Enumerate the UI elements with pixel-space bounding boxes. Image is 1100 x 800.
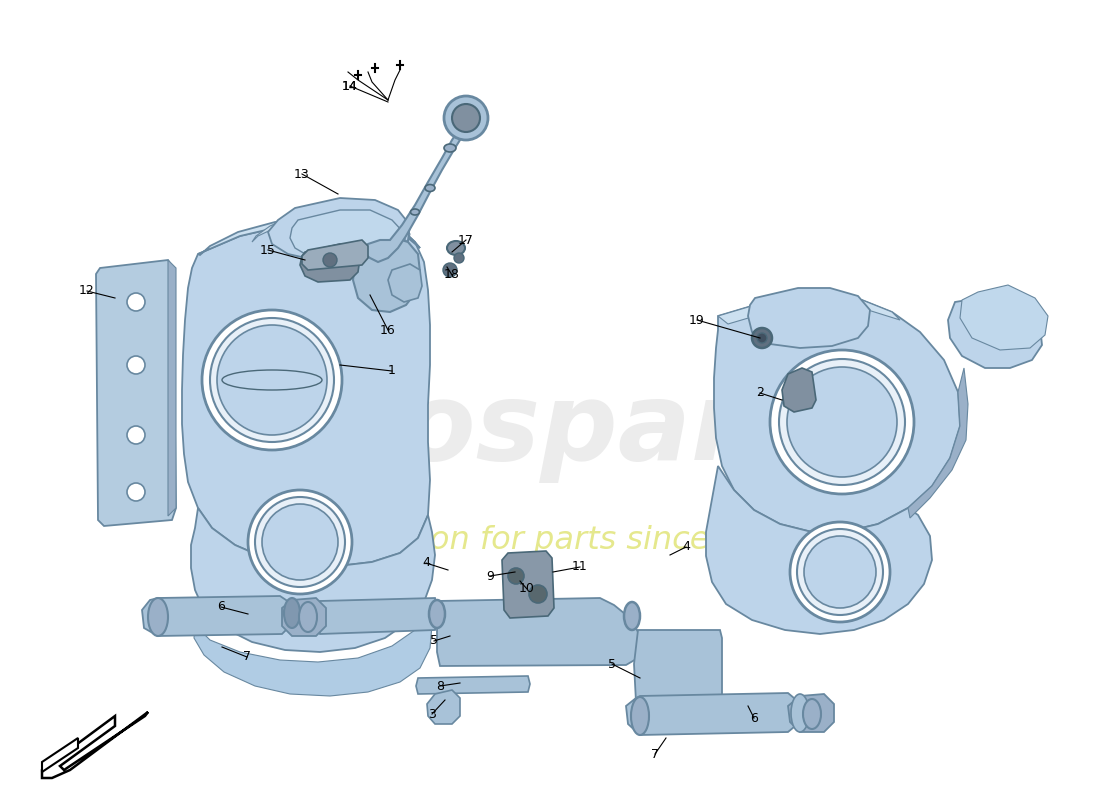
Text: a passion for parts since 1985: a passion for parts since 1985	[318, 525, 802, 555]
Circle shape	[262, 504, 338, 580]
Polygon shape	[42, 738, 78, 772]
Ellipse shape	[429, 600, 446, 628]
Polygon shape	[388, 264, 422, 302]
Polygon shape	[706, 466, 932, 634]
Polygon shape	[416, 676, 530, 694]
Polygon shape	[502, 551, 554, 618]
Text: 14: 14	[342, 79, 358, 93]
Polygon shape	[302, 240, 368, 270]
Text: 5: 5	[430, 634, 438, 647]
Circle shape	[202, 310, 342, 450]
Ellipse shape	[791, 694, 808, 732]
Ellipse shape	[624, 602, 640, 630]
Polygon shape	[182, 218, 430, 566]
Circle shape	[454, 253, 464, 263]
Polygon shape	[714, 296, 960, 532]
Polygon shape	[353, 238, 420, 312]
Text: 7: 7	[651, 747, 659, 761]
Circle shape	[779, 359, 905, 485]
Polygon shape	[718, 296, 900, 324]
Circle shape	[804, 536, 876, 608]
Ellipse shape	[803, 699, 821, 729]
Polygon shape	[282, 598, 326, 636]
Text: 16: 16	[381, 323, 396, 337]
Ellipse shape	[425, 185, 435, 191]
Circle shape	[217, 325, 327, 435]
Polygon shape	[748, 288, 870, 348]
Polygon shape	[960, 285, 1048, 350]
Circle shape	[126, 426, 145, 444]
Polygon shape	[427, 690, 460, 724]
Ellipse shape	[447, 241, 465, 255]
Text: 6: 6	[217, 601, 224, 614]
Circle shape	[770, 350, 914, 494]
Polygon shape	[191, 508, 434, 652]
Circle shape	[126, 483, 145, 501]
Text: 17: 17	[458, 234, 474, 246]
Circle shape	[508, 568, 524, 584]
Text: 5: 5	[608, 658, 616, 670]
Text: 8: 8	[436, 679, 444, 693]
Circle shape	[255, 497, 345, 587]
Polygon shape	[198, 218, 420, 255]
Polygon shape	[362, 118, 472, 262]
Circle shape	[444, 96, 488, 140]
Polygon shape	[948, 296, 1042, 368]
Ellipse shape	[284, 598, 300, 628]
Polygon shape	[290, 210, 405, 260]
Ellipse shape	[148, 598, 168, 636]
Polygon shape	[300, 244, 360, 282]
Circle shape	[757, 333, 767, 343]
Polygon shape	[908, 368, 968, 518]
Text: 2: 2	[756, 386, 763, 399]
Text: 1: 1	[388, 365, 396, 378]
Circle shape	[126, 356, 145, 374]
Text: 12: 12	[79, 285, 95, 298]
Text: 6: 6	[750, 711, 758, 725]
Polygon shape	[634, 630, 722, 712]
Polygon shape	[782, 368, 816, 412]
Text: 18: 18	[444, 269, 460, 282]
Polygon shape	[142, 596, 294, 636]
Polygon shape	[168, 260, 176, 516]
Circle shape	[323, 253, 337, 267]
Circle shape	[529, 585, 547, 603]
Text: 4: 4	[682, 541, 690, 554]
Circle shape	[752, 328, 772, 348]
Ellipse shape	[444, 144, 456, 152]
Circle shape	[210, 318, 334, 442]
Ellipse shape	[631, 697, 649, 735]
Text: 11: 11	[572, 561, 587, 574]
Circle shape	[452, 104, 480, 132]
Polygon shape	[268, 198, 410, 260]
Text: 14: 14	[342, 79, 358, 93]
Text: eurospares: eurospares	[197, 377, 882, 483]
Text: 4: 4	[422, 557, 430, 570]
Text: 10: 10	[519, 582, 535, 595]
Circle shape	[126, 293, 145, 311]
Text: 3: 3	[428, 707, 436, 721]
Circle shape	[786, 367, 896, 477]
Ellipse shape	[299, 602, 317, 632]
Circle shape	[248, 490, 352, 594]
Circle shape	[790, 522, 890, 622]
Text: 7: 7	[243, 650, 251, 663]
Text: 9: 9	[486, 570, 494, 582]
Polygon shape	[316, 598, 438, 634]
Polygon shape	[194, 615, 432, 696]
Text: 15: 15	[260, 243, 276, 257]
Polygon shape	[42, 712, 148, 778]
Polygon shape	[626, 693, 800, 735]
Circle shape	[443, 263, 456, 277]
Polygon shape	[96, 260, 176, 526]
Polygon shape	[437, 598, 640, 666]
Polygon shape	[788, 694, 834, 732]
Circle shape	[798, 529, 883, 615]
Text: 13: 13	[294, 167, 310, 181]
Text: 19: 19	[689, 314, 705, 326]
Polygon shape	[252, 208, 410, 242]
Ellipse shape	[410, 209, 419, 215]
